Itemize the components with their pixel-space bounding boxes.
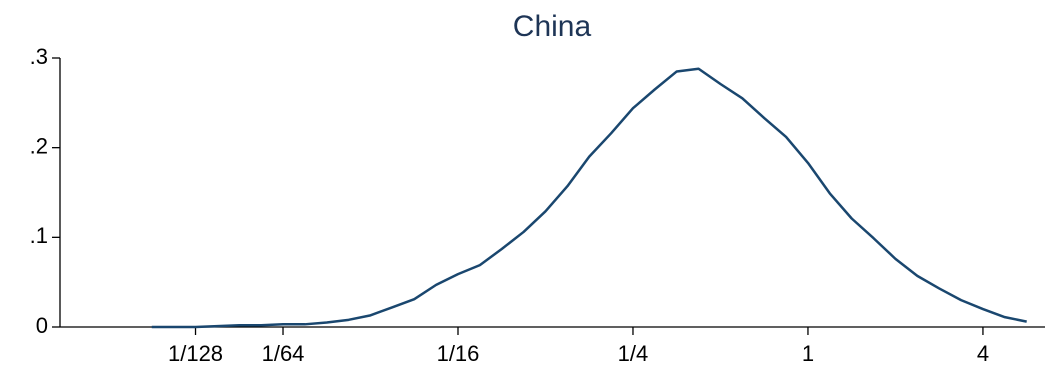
x-tick-label: 4 — [977, 341, 989, 366]
x-tick-label: 1/128 — [168, 341, 223, 366]
y-tick-label: 0 — [36, 313, 48, 338]
x-tick-label: 1/4 — [618, 341, 649, 366]
y-tick-label: .1 — [30, 223, 48, 248]
x-tick-label: 1/16 — [437, 341, 480, 366]
x-tick-label: 1/64 — [262, 341, 305, 366]
line — [151, 67, 1027, 329]
x-tick-label: 1 — [802, 341, 814, 366]
chart-title: China — [513, 10, 592, 43]
y-tick-label: .2 — [30, 133, 48, 158]
y-tick-label: .3 — [30, 44, 48, 69]
